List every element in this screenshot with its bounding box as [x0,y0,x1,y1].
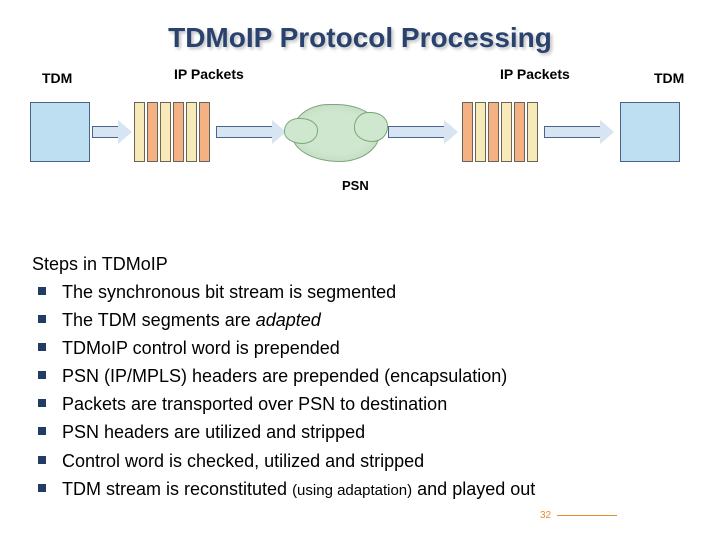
packet-strip [147,102,158,162]
ip-left-label: IP Packets [174,66,244,82]
page-number-value: 32 [540,510,551,521]
step-text: PSN headers are utilized and stripped [62,422,365,442]
ip-right-label: IP Packets [500,66,570,82]
step-item: TDMoIP control word is prepended [32,335,696,361]
step-text: The TDM segments are [62,310,256,330]
packet-strip [199,102,210,162]
step-text: PSN (IP/MPLS) headers are prepended (enc… [62,366,507,386]
arrow-2-body [216,126,272,138]
packet-strip [462,102,473,162]
page-number: 32 [540,510,617,521]
step-item: TDM stream is reconstituted (using adapt… [32,476,696,502]
packet-strip [501,102,512,162]
step-text: The synchronous bit stream is segmented [62,282,396,302]
steps-heading: Steps in TDMoIP [32,254,696,275]
packet-strip [488,102,499,162]
psn-cloud-lobe [284,118,318,144]
step-item: The TDM segments are adapted [32,307,696,333]
protocol-diagram [30,96,690,168]
step-item: PSN headers are utilized and stripped [32,419,696,445]
arrow-3-body [388,126,444,138]
packet-group-right [462,96,542,168]
step-tail: and played out [412,479,535,499]
packet-group-left [134,96,214,168]
step-item: The synchronous bit stream is segmented [32,279,696,305]
steps-section: Steps in TDMoIP The synchronous bit stre… [32,254,696,504]
tdm-block-right [620,102,680,162]
step-text: Control word is checked, utilized and st… [62,451,424,471]
packet-strip [173,102,184,162]
arrow-3-head [444,120,458,144]
arrow-1-body [92,126,118,138]
packet-strip [186,102,197,162]
page-number-bar [557,515,617,516]
tdm-right-label: TDM [654,70,684,86]
page-title: TDMoIP Protocol Processing [0,22,720,54]
psn-label: PSN [342,178,369,193]
step-small: (using adaptation) [292,482,412,499]
tdm-left-label: TDM [42,70,72,86]
tdm-block-left [30,102,90,162]
arrow-1-head [118,120,132,144]
step-item: PSN (IP/MPLS) headers are prepended (enc… [32,363,696,389]
psn-cloud-lobe [354,112,388,142]
packet-strip [514,102,525,162]
step-text: Packets are transported over PSN to dest… [62,394,447,414]
step-text: TDMoIP control word is prepended [62,338,340,358]
step-em: adapted [256,310,321,330]
packet-strip [160,102,171,162]
arrow-4-body [544,126,600,138]
steps-list: The synchronous bit stream is segmented … [32,279,696,502]
packet-strip [475,102,486,162]
packet-strip [134,102,145,162]
packet-strip [527,102,538,162]
step-text: TDM stream is reconstituted [62,479,292,499]
step-item: Control word is checked, utilized and st… [32,448,696,474]
arrow-4-head [600,120,614,144]
step-item: Packets are transported over PSN to dest… [32,391,696,417]
